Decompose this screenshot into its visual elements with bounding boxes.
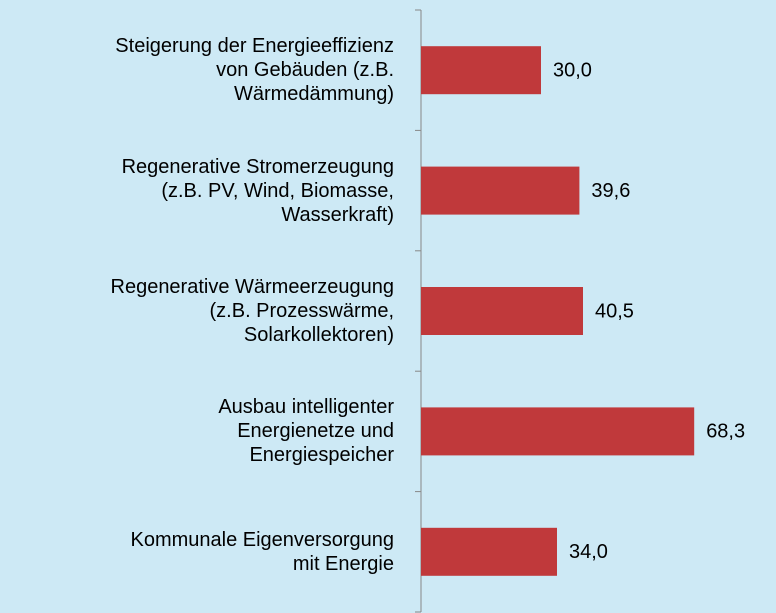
bar bbox=[421, 46, 541, 95]
category-label: Regenerative Stromerzeugung (z.B. PV, Wi… bbox=[121, 155, 394, 226]
category-label: Steigerung der Energieeffizienz von Gebä… bbox=[115, 35, 394, 106]
bar bbox=[421, 166, 580, 215]
bar bbox=[421, 287, 583, 335]
value-label: 40,5 bbox=[595, 300, 634, 322]
category-label: Kommunale Eigenversorgung mit Energie bbox=[130, 528, 395, 575]
category-label: Regenerative Wärmeerzeugung (z.B. Prozes… bbox=[110, 276, 395, 346]
bar bbox=[421, 527, 557, 576]
value-label: 30,0 bbox=[553, 59, 592, 81]
value-label: 34,0 bbox=[569, 541, 608, 563]
value-label: 39,6 bbox=[591, 180, 630, 202]
value-label: 68,3 bbox=[706, 421, 745, 443]
bar bbox=[421, 407, 695, 456]
category-label: Ausbau intelligenter Energienetze und En… bbox=[218, 396, 394, 467]
